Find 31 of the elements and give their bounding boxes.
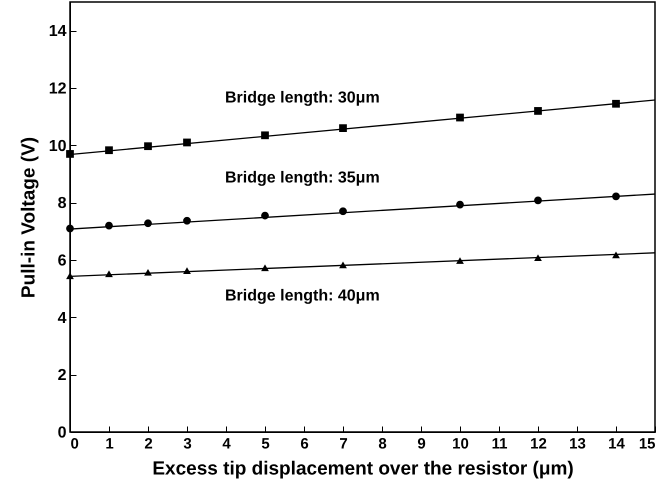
text: Bridge length: 35μm [225,170,380,187]
x-tick-label: 6 [300,436,309,452]
x-tick-label: 8 [378,436,387,452]
y-tick-label: 2 [58,367,67,384]
x-tick-label: 4 [222,436,232,452]
x-tick-label: 7 [339,436,348,452]
x-tick-label: 5 [261,436,270,452]
y-tick-label: 4 [58,310,67,327]
y-tick-label: 10 [48,138,67,155]
x-tick-label: 13 [569,436,586,452]
point [456,114,464,122]
x-tick-label: 14 [608,436,626,452]
x-tick-label: 10 [452,436,469,452]
y-tick-label: 8 [58,195,67,212]
x-tick-label: 12 [530,436,547,452]
text: Bridge length: 40μm [225,288,380,305]
y-tick-label: 0 [58,424,67,442]
text: Bridge length: 30μm [225,89,380,106]
y-tick-label: 6 [58,252,67,270]
x-tick-label: 0 [70,436,79,452]
x-tick-label: 1 [105,436,114,452]
x-tick-label: 11 [492,436,508,452]
x-tick-label: 2 [144,436,153,452]
x-tick-label: 3 [183,436,192,452]
y-tick-label: 12 [48,80,67,98]
x-tick-label: 9 [417,436,426,452]
x-axis-title: Excess tip displacement over the resistor (μm) [152,458,574,480]
x-tick-label: 15 [638,436,656,452]
point [66,150,74,158]
y-axis-title: Pull-in Voltage (V) [18,136,40,298]
y-tick-label: 14 [48,23,67,40]
